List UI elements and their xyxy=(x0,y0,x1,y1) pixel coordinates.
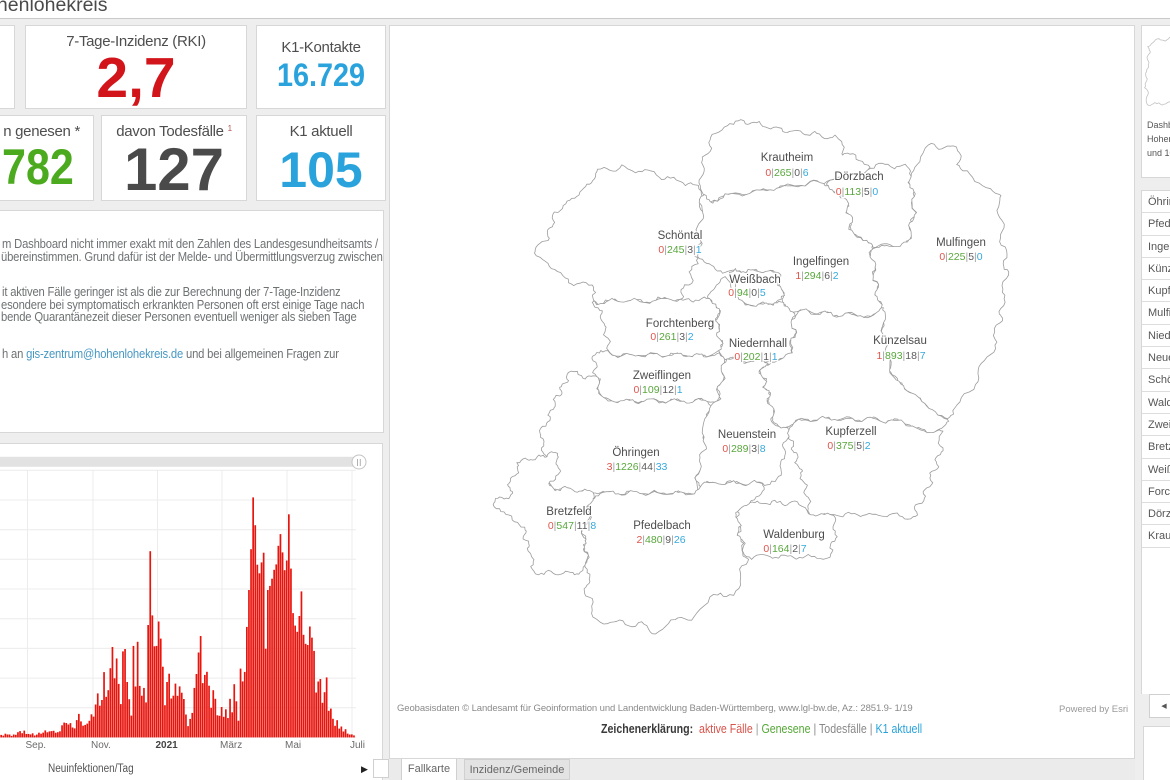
svg-text:Dörzbach: Dörzbach xyxy=(834,171,883,183)
svg-text:3|1226|44|33: 3|1226|44|33 xyxy=(607,461,668,473)
svg-text:0|547|11|8: 0|547|11|8 xyxy=(548,520,596,532)
svg-text:Forchtenberg: Forchtenberg xyxy=(646,318,714,330)
svg-text:Mulfingen: Mulfingen xyxy=(936,237,986,249)
svg-text:Niedernhall: Niedernhall xyxy=(729,338,787,350)
svg-text:Künzelsau: Künzelsau xyxy=(873,335,927,347)
svg-text:Bretzfeld: Bretzfeld xyxy=(546,506,591,518)
svg-text:0|261|3|2: 0|261|3|2 xyxy=(650,331,693,343)
svg-text:2|480|9|26: 2|480|9|26 xyxy=(636,534,685,546)
svg-text:Zweiflingen: Zweiflingen xyxy=(633,370,691,382)
svg-text:0|94|0|5: 0|94|0|5 xyxy=(728,287,766,299)
svg-text:1|294|6|2: 1|294|6|2 xyxy=(795,270,838,282)
svg-text:0|245|3|1: 0|245|3|1 xyxy=(658,244,701,256)
svg-text:0|289|3|8: 0|289|3|8 xyxy=(722,443,765,455)
svg-text:0|225|5|0: 0|225|5|0 xyxy=(939,251,982,263)
svg-text:Ingelfingen: Ingelfingen xyxy=(793,256,849,268)
svg-text:Schöntal: Schöntal xyxy=(658,230,703,242)
svg-text:Kupferzell: Kupferzell xyxy=(825,426,876,438)
svg-text:0|202|1|1: 0|202|1|1 xyxy=(734,351,777,363)
svg-text:Waldenburg: Waldenburg xyxy=(763,529,825,541)
svg-text:0|109|12|1: 0|109|12|1 xyxy=(633,384,682,396)
svg-text:0|164|2|7: 0|164|2|7 xyxy=(763,543,806,555)
svg-text:0|113|5|0: 0|113|5|0 xyxy=(836,186,879,198)
svg-text:Öhringen: Öhringen xyxy=(612,447,659,459)
svg-text:0|265|0|6: 0|265|0|6 xyxy=(765,167,808,179)
svg-text:Krautheim: Krautheim xyxy=(761,152,813,164)
svg-text:1|893|18|7: 1|893|18|7 xyxy=(876,350,925,362)
svg-text:Weißbach: Weißbach xyxy=(729,274,781,286)
svg-text:Pfedelbach: Pfedelbach xyxy=(633,520,691,532)
svg-text:0|375|5|2: 0|375|5|2 xyxy=(827,440,870,452)
svg-text:Neuenstein: Neuenstein xyxy=(718,429,776,441)
